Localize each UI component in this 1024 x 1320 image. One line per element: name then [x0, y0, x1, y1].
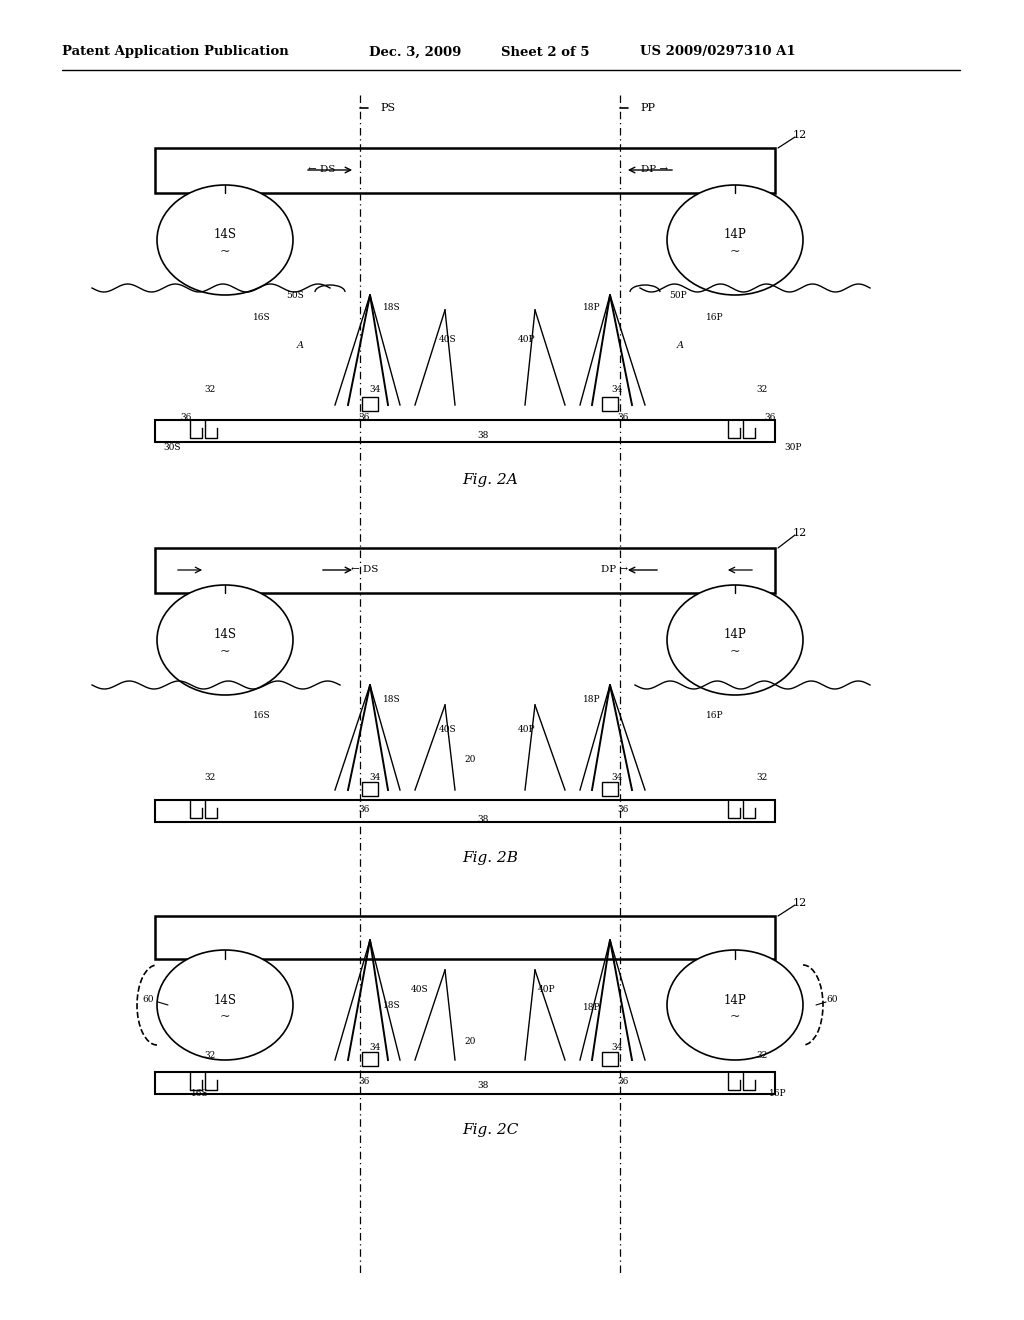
- Text: 18P: 18P: [584, 696, 601, 705]
- Text: 40S: 40S: [439, 726, 457, 734]
- Bar: [602, 1052, 618, 1067]
- Text: ~: ~: [220, 1011, 230, 1023]
- Text: ~: ~: [730, 1011, 740, 1023]
- Text: 18S: 18S: [383, 304, 400, 313]
- Text: 14P: 14P: [724, 994, 746, 1006]
- Bar: [602, 781, 618, 796]
- Text: 34: 34: [611, 385, 623, 395]
- Text: 16S: 16S: [253, 314, 270, 322]
- Bar: [155, 800, 775, 822]
- Text: 20: 20: [464, 755, 476, 764]
- Ellipse shape: [667, 950, 803, 1060]
- Text: PP: PP: [640, 103, 655, 114]
- Text: 36: 36: [617, 805, 629, 814]
- Text: ~: ~: [730, 645, 740, 659]
- Text: 32: 32: [757, 385, 768, 395]
- Text: 12: 12: [793, 898, 807, 908]
- Text: DP →: DP →: [601, 565, 629, 574]
- Text: 18P: 18P: [584, 304, 601, 313]
- Text: 34: 34: [370, 774, 381, 783]
- Text: 16S: 16S: [253, 710, 270, 719]
- Bar: [155, 1072, 775, 1094]
- Text: 34: 34: [370, 385, 381, 395]
- Bar: [155, 148, 775, 193]
- Text: 16P: 16P: [707, 314, 724, 322]
- Text: Sheet 2 of 5: Sheet 2 of 5: [501, 45, 589, 58]
- Text: Patent Application Publication: Patent Application Publication: [61, 45, 289, 58]
- Text: 38: 38: [477, 1081, 488, 1089]
- Text: DP →: DP →: [641, 165, 669, 174]
- Text: 12: 12: [793, 129, 807, 140]
- Ellipse shape: [667, 185, 803, 294]
- Text: 12: 12: [793, 528, 807, 539]
- Text: 36: 36: [764, 413, 776, 422]
- Text: 40P: 40P: [539, 986, 556, 994]
- Text: 36: 36: [617, 1077, 629, 1086]
- Text: Dec. 3, 2009: Dec. 3, 2009: [369, 45, 461, 58]
- Text: PS: PS: [381, 103, 395, 114]
- Text: Fig. 2A: Fig. 2A: [462, 473, 518, 487]
- Text: 60: 60: [826, 995, 838, 1005]
- Text: 32: 32: [757, 1051, 768, 1060]
- Bar: [155, 548, 775, 593]
- Text: 34: 34: [611, 1044, 623, 1052]
- Text: 18P: 18P: [584, 1003, 601, 1012]
- Text: A: A: [297, 341, 303, 350]
- Text: 36: 36: [180, 413, 191, 422]
- Text: US 2009/0297310 A1: US 2009/0297310 A1: [640, 45, 796, 58]
- Bar: [362, 1052, 378, 1067]
- Text: 14S: 14S: [213, 994, 237, 1006]
- Bar: [362, 397, 378, 411]
- Text: 34: 34: [370, 1044, 381, 1052]
- Text: 30S: 30S: [163, 444, 181, 453]
- Text: 20: 20: [464, 1038, 476, 1047]
- Text: 40P: 40P: [518, 335, 536, 345]
- Text: 18S: 18S: [383, 1001, 400, 1010]
- Text: ~: ~: [220, 246, 230, 259]
- Text: 30P: 30P: [784, 444, 802, 453]
- Text: 36: 36: [358, 805, 370, 814]
- Text: 60: 60: [142, 995, 154, 1005]
- Text: 38: 38: [477, 816, 488, 825]
- Text: 40S: 40S: [412, 986, 429, 994]
- Text: ~: ~: [730, 246, 740, 259]
- Text: 14S: 14S: [213, 628, 237, 642]
- Text: 36: 36: [358, 1077, 370, 1086]
- Text: 32: 32: [205, 774, 216, 783]
- Text: 32: 32: [205, 1051, 216, 1060]
- Ellipse shape: [157, 950, 293, 1060]
- Text: 14P: 14P: [724, 228, 746, 242]
- Text: ← DS: ← DS: [308, 165, 336, 174]
- Bar: [602, 397, 618, 411]
- Text: 38: 38: [477, 430, 488, 440]
- Text: Fig. 2C: Fig. 2C: [462, 1123, 518, 1137]
- Text: 34: 34: [611, 774, 623, 783]
- Bar: [362, 781, 378, 796]
- Text: 14P: 14P: [724, 628, 746, 642]
- Text: 32: 32: [205, 385, 216, 395]
- Text: ← DS: ← DS: [351, 565, 379, 574]
- Text: 50S: 50S: [286, 290, 304, 300]
- Ellipse shape: [157, 185, 293, 294]
- Bar: [155, 916, 775, 960]
- Text: 40S: 40S: [439, 335, 457, 345]
- Text: ~: ~: [220, 645, 230, 659]
- Text: 36: 36: [617, 413, 629, 422]
- Text: 32: 32: [757, 774, 768, 783]
- Text: 16P: 16P: [707, 710, 724, 719]
- Text: Fig. 2B: Fig. 2B: [462, 851, 518, 865]
- Text: 50P: 50P: [669, 290, 687, 300]
- Text: 40P: 40P: [518, 726, 536, 734]
- Text: A: A: [677, 341, 683, 350]
- Text: 36: 36: [358, 413, 370, 422]
- Bar: [155, 420, 775, 442]
- Text: 18S: 18S: [383, 696, 400, 705]
- Ellipse shape: [157, 585, 293, 696]
- Ellipse shape: [667, 585, 803, 696]
- Text: 14S: 14S: [213, 228, 237, 242]
- Text: 16S: 16S: [191, 1089, 209, 1098]
- Text: 16P: 16P: [769, 1089, 786, 1098]
